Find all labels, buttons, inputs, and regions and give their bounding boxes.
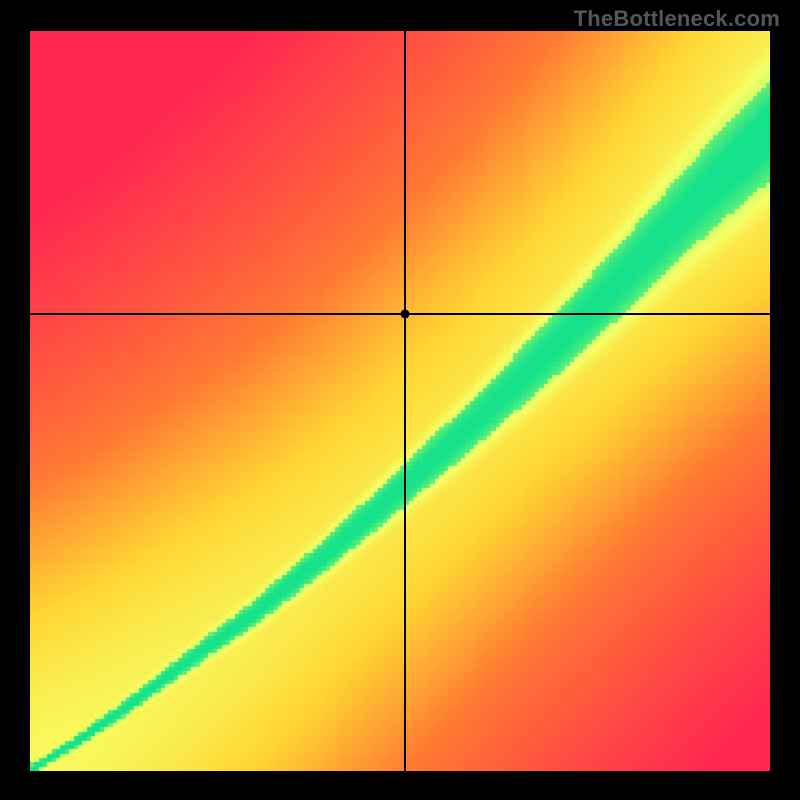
watermark: TheBottleneck.com bbox=[574, 6, 780, 32]
heatmap-canvas bbox=[30, 31, 770, 771]
plot-area bbox=[30, 31, 770, 771]
